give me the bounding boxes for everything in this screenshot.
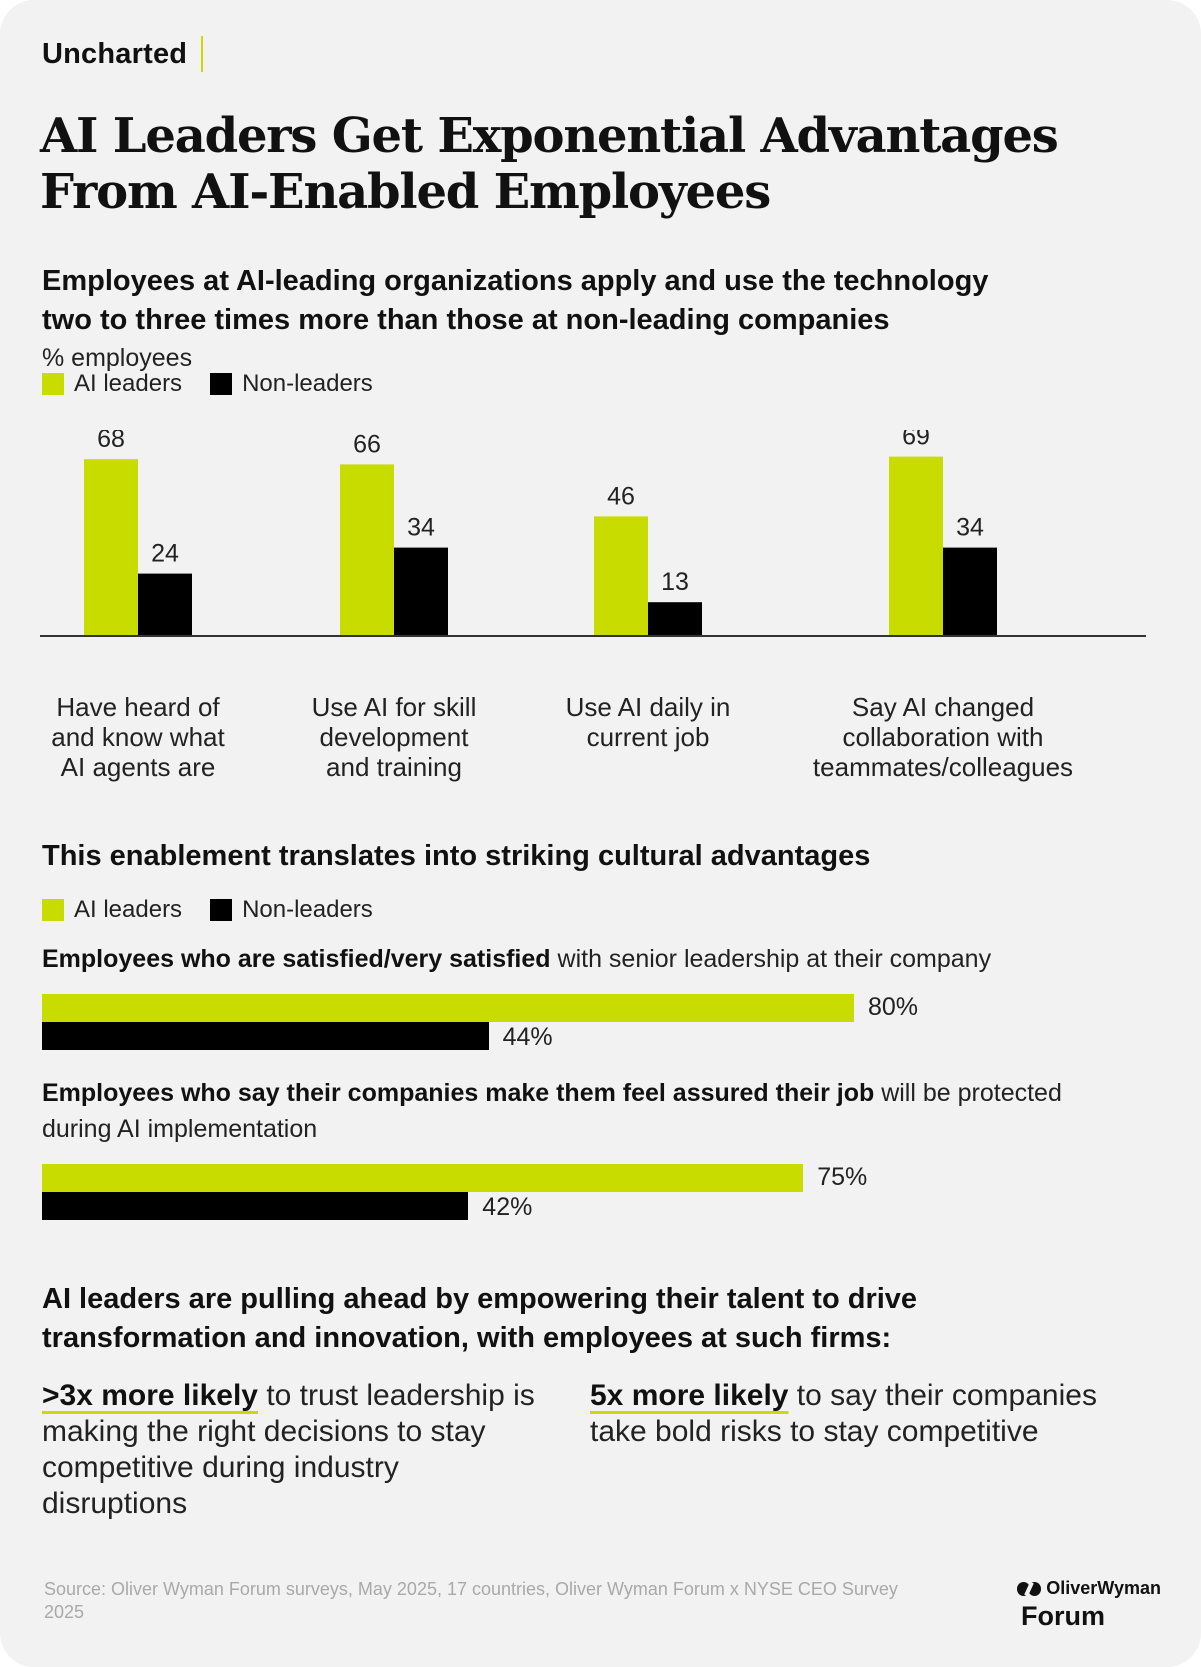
section3-title: AI leaders are pulling ahead by empoweri… xyxy=(42,1280,1152,1358)
category-label-3: Use AI daily in current job xyxy=(498,692,798,752)
brand-label: Uncharted xyxy=(42,36,204,72)
category-label-line: Have heard of xyxy=(56,692,220,722)
hbar-value-ai-leaders-1: 80% xyxy=(868,993,919,1021)
logo-mark-icon xyxy=(1017,1581,1042,1596)
legend-label-nonleaders: Non-leaders xyxy=(242,370,373,397)
hbar-group-title-bold: Employees who are satisfied/very satisfi… xyxy=(42,945,551,973)
stat-text: to say their companies take bold risks t… xyxy=(590,1379,1097,1448)
brand-text: Uncharted xyxy=(42,37,188,70)
section2-title: This enablement translates into striking… xyxy=(42,840,871,872)
legend-top: AI leaders Non-leaders xyxy=(42,370,401,398)
category-label-2: Use AI for skill development and training xyxy=(244,692,544,782)
legend-label-leaders: AI leaders xyxy=(74,896,183,923)
hbar-value-non-leaders-1: 44% xyxy=(502,1023,553,1051)
hbar-ai-leaders-2 xyxy=(42,1164,804,1192)
hbar-non-leaders-2 xyxy=(42,1192,469,1220)
legend-item-nonleaders: Non-leaders xyxy=(210,896,373,924)
category-label-line: development xyxy=(319,722,469,752)
hbar-group-title-rest: with senior leadership at their company xyxy=(550,945,992,973)
hbar-non-leaders-1 xyxy=(42,1022,489,1050)
chart-subtitle: Employees at AI-leading organizations ap… xyxy=(42,262,1142,340)
data-label-non-leaders-3: 13 xyxy=(661,568,689,596)
legend-label-nonleaders: Non-leaders xyxy=(242,896,373,923)
brand-divider xyxy=(201,36,204,72)
category-label-line: Use AI daily in xyxy=(565,692,731,722)
logo-line-2: Forum xyxy=(1021,1601,1105,1631)
title-line-1: AI Leaders Get Exponential Advantages xyxy=(40,108,1059,164)
category-label-1: Have heard of and know what AI agents are xyxy=(0,692,288,782)
category-label-line: Say AI changed xyxy=(851,692,1035,722)
stat-text: to trust leadership is making the right … xyxy=(42,1379,535,1520)
data-label-ai-leaders-1: 68 xyxy=(97,430,125,453)
subtitle-line-2: two to three times more than those at no… xyxy=(42,304,890,336)
stat-trust-leadership: >3x more likely to trust leadership is m… xyxy=(42,1378,542,1522)
legend-swatch-leaders xyxy=(42,899,64,921)
title-line-2: From AI-Enabled Employees xyxy=(40,164,771,220)
logo-line-1: OliverWyman xyxy=(1046,1578,1161,1598)
hbar-group-title-rest: will be protected during AI implementati… xyxy=(42,1079,1062,1143)
data-label-ai-leaders-3: 46 xyxy=(607,482,635,510)
bar-non-leaders-3 xyxy=(648,602,702,636)
section3-title-line-2: transformation and innovation, with empl… xyxy=(42,1322,892,1354)
legend-item-leaders: AI leaders xyxy=(42,370,182,398)
page-title: AI Leaders Get Exponential Advantages Fr… xyxy=(40,108,1160,220)
hbar-group-title-bold: Employees who say their companies make t… xyxy=(42,1079,875,1107)
bar-non-leaders-4 xyxy=(943,547,997,636)
category-label-line: current job xyxy=(586,722,710,752)
category-label-line: teammates/colleagues xyxy=(812,752,1074,782)
vertical-bar-chart: 68 24 66 34 46 13 69 34 xyxy=(40,430,1146,637)
bar-non-leaders-1 xyxy=(138,573,192,636)
hbar-value-ai-leaders-2: 75% xyxy=(817,1163,868,1191)
legend-bottom: AI leaders Non-leaders xyxy=(42,896,401,924)
section3-title-line-1: AI leaders are pulling ahead by empoweri… xyxy=(42,1283,918,1315)
data-label-non-leaders-1: 24 xyxy=(151,540,179,568)
data-label-non-leaders-2: 34 xyxy=(407,514,435,542)
category-label-line: collaboration with xyxy=(842,722,1044,752)
chart-unit-label: % employees xyxy=(42,344,193,372)
data-label-ai-leaders-4: 69 xyxy=(902,430,930,451)
hbar-ai-leaders-1 xyxy=(42,994,854,1022)
legend-swatch-leaders xyxy=(42,373,64,395)
data-label-ai-leaders-2: 66 xyxy=(353,430,381,458)
legend-item-leaders: AI leaders xyxy=(42,896,182,924)
oliver-wyman-forum-logo: OliverWyman Forum xyxy=(981,1578,1161,1632)
stat-highlight: 5x more likely xyxy=(590,1379,789,1412)
bar-ai-leaders-2 xyxy=(340,464,394,636)
stat-bold-risks: 5x more likely to say their companies ta… xyxy=(590,1378,1150,1450)
bar-non-leaders-2 xyxy=(394,547,448,636)
category-label-line: and training xyxy=(326,752,462,782)
hbar-group-title-2: Employees who say their companies make t… xyxy=(42,1075,1082,1147)
legend-item-nonleaders: Non-leaders xyxy=(210,370,373,398)
stat-highlight: >3x more likely xyxy=(42,1379,258,1412)
legend-label-leaders: AI leaders xyxy=(74,370,183,397)
source-note: Source: Oliver Wyman Forum surveys, May … xyxy=(44,1579,898,1622)
category-label-line: Use AI for skill xyxy=(311,692,477,722)
bar-ai-leaders-4 xyxy=(889,456,943,636)
bar-ai-leaders-1 xyxy=(84,459,138,636)
hbar-group-title-1: Employees who are satisfied/very satisfi… xyxy=(42,941,1152,977)
legend-swatch-nonleaders xyxy=(210,373,233,395)
bar-ai-leaders-3 xyxy=(594,516,648,636)
category-label-line: AI agents are xyxy=(60,752,216,782)
data-label-non-leaders-4: 34 xyxy=(956,514,984,542)
category-label-4: Say AI changed collaboration with teammate… xyxy=(793,692,1093,782)
subtitle-line-1: Employees at AI-leading organizations ap… xyxy=(42,265,989,297)
category-label-line: and know what xyxy=(51,722,225,752)
legend-swatch-nonleaders xyxy=(210,899,233,921)
hbar-value-non-leaders-2: 42% xyxy=(482,1193,533,1221)
